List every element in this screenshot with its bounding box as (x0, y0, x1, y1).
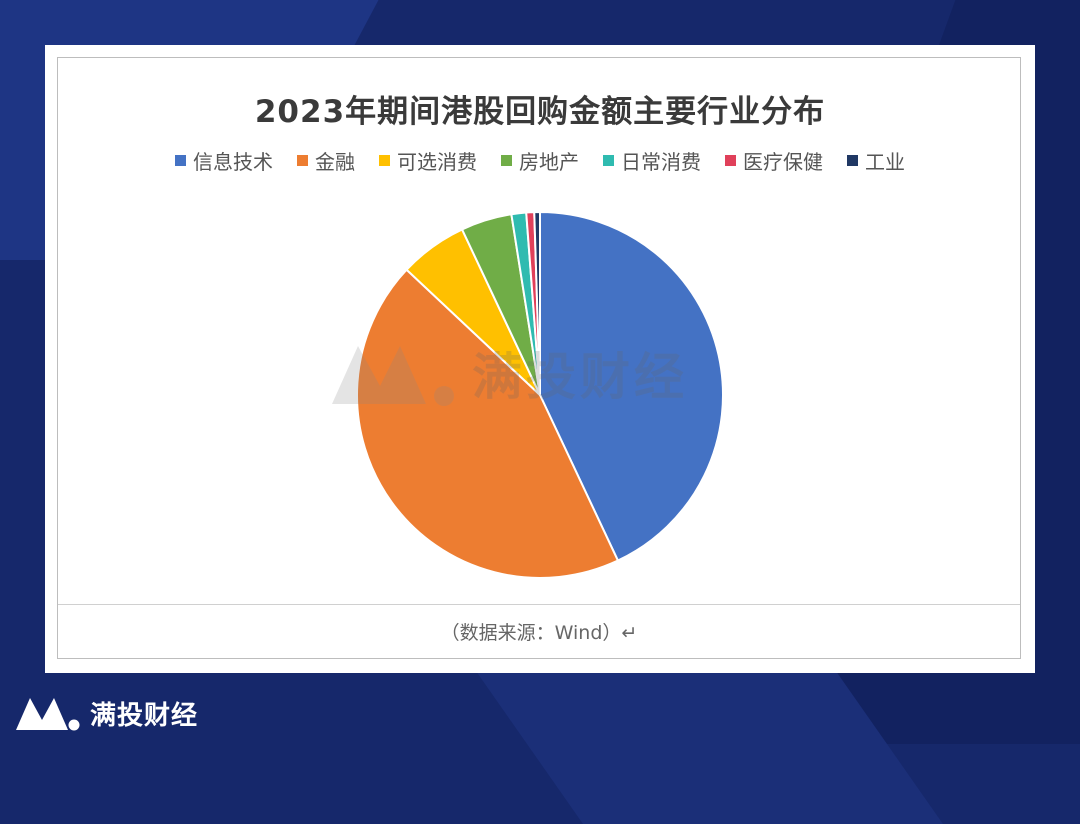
chart-legend: 信息技术 金融 可选消费 房地产 日常消费 医疗保健 工业 (58, 146, 1022, 175)
chart-title: 2023年期间港股回购金额主要行业分布 (254, 94, 826, 130)
legend-label: 房地产 (519, 150, 579, 174)
divider (58, 604, 1020, 605)
brand-logo-icon (16, 698, 80, 731)
legend-label: 医疗保健 (743, 150, 823, 174)
legend-swatch (379, 155, 390, 166)
chart-frame: 2023年期间港股回购金额主要行业分布 信息技术 金融 可选消费 房地产 日常消费 医疗保… (57, 57, 1021, 659)
legend-label: 信息技术 (193, 150, 273, 174)
legend-swatch (175, 155, 186, 166)
legend-swatch (847, 155, 858, 166)
pie-slice (533, 210, 541, 396)
legend-item: 医疗保健 (725, 146, 823, 175)
brand: 满投财经 (14, 694, 198, 732)
source-note: （数据来源：Wind）↵ (440, 622, 638, 644)
legend-item: 可选消费 (379, 146, 477, 175)
legend-swatch (297, 155, 308, 166)
pie-chart (356, 210, 724, 579)
legend-item: 信息技术 (175, 146, 273, 175)
legend-item: 工业 (847, 146, 905, 175)
legend-item: 日常消费 (603, 146, 701, 175)
legend-label: 可选消费 (397, 150, 477, 174)
legend-label: 日常消费 (621, 150, 701, 174)
legend-swatch (501, 155, 512, 166)
pie-slice (356, 268, 620, 579)
legend-item: 金融 (297, 146, 355, 175)
brand-name: 满投财经 (90, 700, 199, 731)
legend-label: 金融 (315, 150, 355, 174)
legend-swatch (603, 155, 614, 166)
legend-item: 房地产 (501, 146, 579, 175)
chart-card: 2023年期间港股回购金额主要行业分布 信息技术 金融 可选消费 房地产 日常消费 医疗保… (45, 45, 1035, 673)
pie-slice (539, 210, 724, 562)
legend-label: 工业 (865, 150, 905, 174)
legend-swatch (725, 155, 736, 166)
